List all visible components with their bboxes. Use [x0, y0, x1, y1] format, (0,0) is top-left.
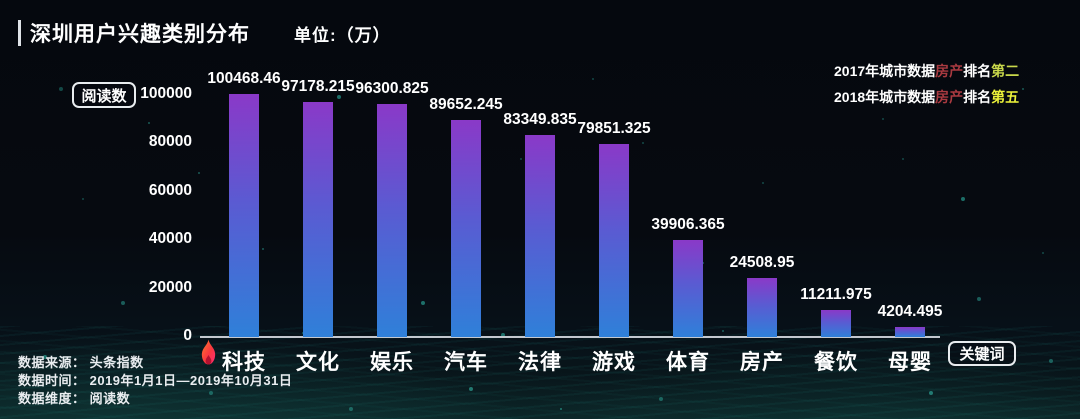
bar-value-label: 97178.215: [281, 77, 355, 95]
legend-segment: 房产: [935, 63, 964, 79]
bar-value-label: 83349.835: [503, 111, 577, 129]
footer-source: 数据来源： 头条指数: [18, 355, 144, 370]
bar-value-label: 96300.825: [355, 79, 429, 97]
bar-母婴: [895, 326, 925, 337]
bar-科技: [229, 93, 259, 337]
unit-label: 单位:（万）: [294, 25, 391, 45]
footer-dimension: 数据维度： 阅读数: [18, 391, 131, 406]
flame-icon: [201, 339, 216, 365]
category-label-体育: 体育: [666, 351, 710, 374]
category-label-母婴: 母婴: [888, 351, 932, 374]
bar-value-label: 4204.495: [877, 302, 943, 320]
legend-segment: 2017年城市数据: [834, 63, 936, 79]
bar-value-label: 39906.365: [651, 216, 725, 234]
category-label-法律: 法律: [518, 351, 562, 374]
bar-娱乐: [377, 103, 407, 337]
bar-餐饮: [821, 309, 851, 337]
y-tick-label: 20000: [148, 278, 192, 296]
bar-文化: [303, 101, 333, 337]
bar-value-label: 89652.245: [429, 96, 503, 114]
footer: 数据来源： 头条指数 数据时间： 2019年1月1日—2019年10月31日 数…: [18, 354, 292, 408]
footer-time: 数据时间： 2019年1月1日—2019年10月31日: [18, 373, 293, 388]
y-axis-label-badge: 阅读数: [72, 82, 136, 108]
category-label-房产: 房产: [740, 351, 784, 374]
legend-segment: 2018年城市数据: [834, 89, 936, 105]
bar-游戏: [599, 143, 629, 337]
title-accent-bar: [18, 20, 21, 46]
legend-segment: 第五: [991, 89, 1020, 105]
x-axis-label-badge: 关键词: [948, 341, 1016, 366]
bar-法律: [525, 135, 555, 337]
legend-segment: 第二: [991, 63, 1020, 79]
legend-segment: 排名: [963, 63, 992, 79]
legend-line-2017: 2017年城市数据房产排名第二: [834, 58, 1019, 84]
bar-value-label: 24508.95: [729, 253, 795, 271]
bar-汽车: [451, 120, 481, 337]
y-tick-label: 0: [183, 327, 192, 344]
header: 深圳用户兴趣类别分布 单位:（万）: [18, 18, 391, 48]
y-tick-label: 40000: [148, 230, 192, 248]
bar-value-label: 11211.975: [800, 285, 872, 303]
y-tick-label: 60000: [148, 181, 192, 199]
legend-line-2018: 2018年城市数据房产排名第五: [834, 84, 1019, 110]
legend-segment: 房产: [935, 89, 964, 105]
bar-房产: [747, 277, 777, 337]
category-label-娱乐: 娱乐: [370, 351, 414, 374]
y-tick-label: 80000: [148, 133, 192, 151]
category-label-游戏: 游戏: [592, 351, 636, 374]
bar-体育: [673, 240, 703, 337]
category-label-餐饮: 餐饮: [814, 351, 858, 374]
legend-segment: 排名: [963, 89, 992, 105]
page-title: 深圳用户兴趣类别分布: [30, 23, 250, 46]
bar-value-label: 100468.46: [207, 69, 281, 87]
category-label-汽车: 汽车: [444, 351, 488, 374]
bar-value-label: 79851.325: [577, 119, 651, 137]
x-axis-line: [200, 336, 940, 338]
ranking-legend: 2017年城市数据房产排名第二 2018年城市数据房产排名第五: [834, 58, 1019, 110]
particle-dots-background: [0, 0, 2, 2]
